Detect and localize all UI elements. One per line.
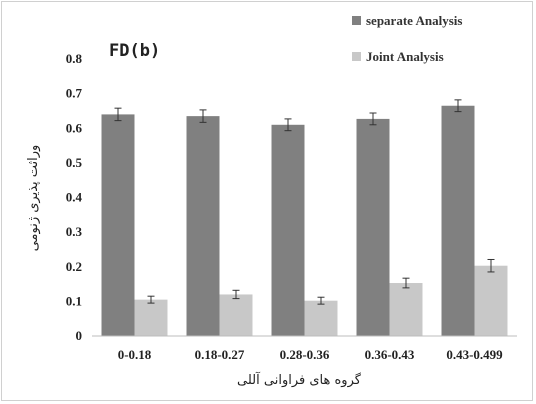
y-tick-label: 0.1	[66, 293, 82, 308]
legend-swatch-joint	[352, 52, 361, 61]
y-tick-label: 0.8	[66, 51, 83, 66]
x-tick-label: 0-0.18	[118, 347, 152, 362]
error-bar	[402, 277, 410, 289]
error-bar	[317, 296, 325, 305]
x-tick-label: 0.18-0.27	[195, 347, 245, 362]
error-bar	[114, 107, 122, 122]
x-axis-ticks: 0-0.18 0.18-0.27 0.28-0.36 0.36-0.43 0.43-0.…	[118, 347, 503, 362]
bar-separate-analysis	[356, 118, 390, 337]
bar-joint-analysis	[474, 265, 508, 336]
error-bar	[369, 112, 377, 126]
legend: separate Analysis Joint Analysis	[352, 13, 462, 64]
y-tick-label: 0	[76, 328, 83, 343]
bar-joint-analysis	[219, 294, 253, 336]
bar-joint-analysis	[134, 299, 168, 336]
error-bar	[232, 289, 240, 300]
y-tick-label: 0.3	[66, 224, 83, 239]
bar-separate-analysis	[441, 105, 475, 337]
bar-separate-analysis	[101, 114, 135, 337]
legend-swatch-separate	[352, 16, 361, 25]
y-axis-label: وراثت پذیری ژنومی	[26, 145, 41, 252]
y-axis-ticks: 0 0.1 0.2 0.3 0.4 0.5 0.6 0.7 0.8	[66, 51, 83, 343]
y-tick-label: 0.5	[66, 155, 83, 170]
legend-label-joint: Joint Analysis	[366, 49, 444, 64]
bar-joint-analysis	[304, 300, 338, 336]
legend-label-separate: separate Analysis	[366, 13, 462, 28]
error-bar	[487, 258, 495, 273]
y-tick-label: 0.7	[66, 86, 83, 101]
x-tick-label: 0.43-0.499	[446, 347, 503, 362]
bar-joint-analysis	[389, 283, 423, 336]
chart-title: FD(b)	[109, 41, 160, 61]
error-bar	[199, 109, 207, 123]
y-tick-label: 0.2	[66, 259, 82, 274]
error-bar	[284, 118, 292, 132]
y-tick-label: 0.4	[66, 190, 83, 205]
bar-separate-analysis	[186, 116, 220, 336]
bars	[101, 105, 508, 337]
x-tick-label: 0.36-0.43	[365, 347, 415, 362]
error-bar	[147, 295, 155, 304]
bar-separate-analysis	[271, 124, 305, 336]
x-axis-label: گروه های فراوانی آللی	[237, 371, 362, 388]
error-bars	[114, 99, 495, 305]
error-bar	[454, 99, 462, 113]
y-tick-label: 0.6	[66, 120, 83, 135]
x-tick-label: 0.28-0.36	[280, 347, 330, 362]
